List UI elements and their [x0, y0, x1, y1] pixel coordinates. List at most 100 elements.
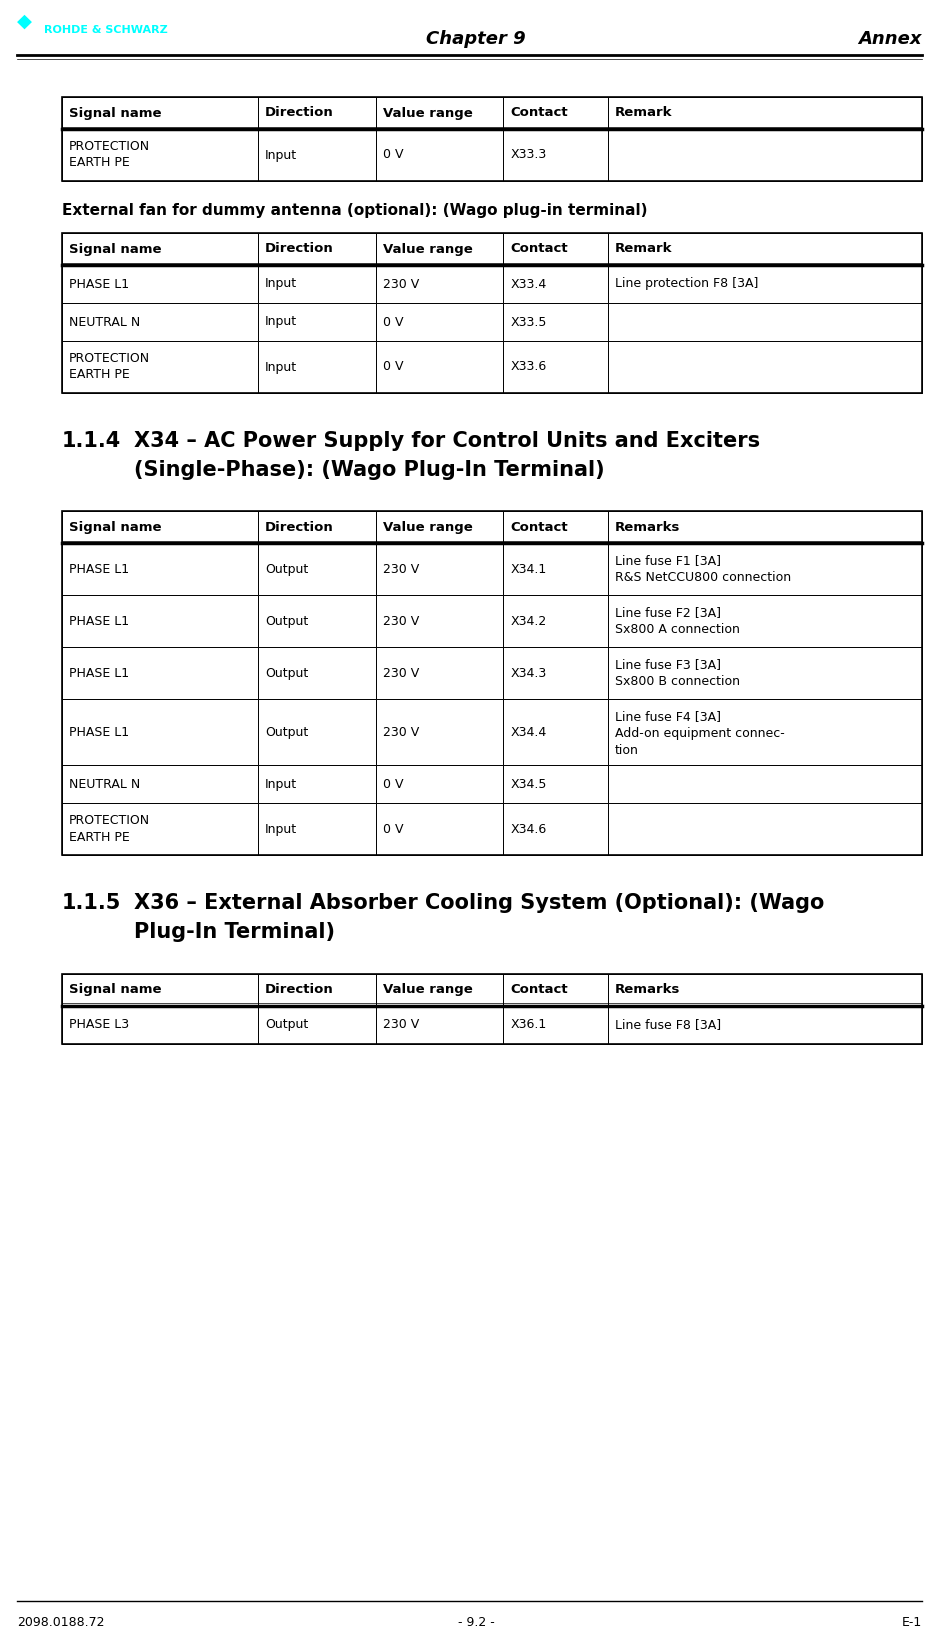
- Bar: [258, 699, 376, 766]
- Bar: [504, 266, 608, 303]
- Text: X36 – External Absorber Cooling System (Optional): (Wago: X36 – External Absorber Cooling System (…: [134, 893, 824, 914]
- Bar: [608, 595, 922, 647]
- Text: Sx800 B connection: Sx800 B connection: [615, 674, 740, 687]
- Bar: [62, 803, 258, 855]
- Text: Remarks: Remarks: [615, 521, 681, 534]
- Text: Direction: Direction: [265, 243, 334, 256]
- Text: X36.1: X36.1: [510, 1018, 546, 1031]
- Bar: [62, 233, 258, 266]
- Text: 1.1.4: 1.1.4: [62, 432, 121, 451]
- Text: 230 V: 230 V: [383, 614, 419, 627]
- Text: 1.1.5: 1.1.5: [62, 893, 121, 914]
- Bar: [62, 595, 258, 647]
- Bar: [62, 766, 258, 803]
- Text: Annex: Annex: [859, 29, 922, 47]
- Bar: [258, 974, 376, 1005]
- Text: EARTH PE: EARTH PE: [69, 368, 129, 381]
- Bar: [62, 340, 258, 393]
- Text: EARTH PE: EARTH PE: [69, 156, 129, 169]
- Text: Line protection F8 [3A]: Line protection F8 [3A]: [615, 277, 759, 290]
- Bar: [376, 595, 504, 647]
- Text: E-1: E-1: [902, 1616, 922, 1629]
- Bar: [376, 647, 504, 699]
- Text: tion: tion: [615, 743, 639, 756]
- Bar: [376, 129, 504, 181]
- Text: NEUTRAL N: NEUTRAL N: [69, 777, 140, 790]
- Text: X34.1: X34.1: [510, 564, 546, 575]
- Bar: [376, 266, 504, 303]
- Text: Input: Input: [265, 148, 297, 161]
- Bar: [376, 233, 504, 266]
- Bar: [608, 1005, 922, 1044]
- Bar: [258, 544, 376, 595]
- Text: 230 V: 230 V: [383, 666, 419, 679]
- Text: PHASE L1: PHASE L1: [69, 666, 129, 679]
- Text: Contact: Contact: [510, 243, 567, 256]
- Bar: [504, 303, 608, 340]
- Bar: [608, 647, 922, 699]
- Bar: [62, 98, 258, 129]
- Bar: [62, 233, 922, 393]
- Text: Line fuse F2 [3A]: Line fuse F2 [3A]: [615, 606, 721, 619]
- Bar: [504, 233, 608, 266]
- Text: Input: Input: [265, 316, 297, 329]
- Bar: [62, 512, 922, 855]
- Bar: [608, 129, 922, 181]
- Bar: [376, 1005, 504, 1044]
- Text: 230 V: 230 V: [383, 727, 419, 740]
- Bar: [504, 699, 608, 766]
- Bar: [608, 699, 922, 766]
- Text: 230 V: 230 V: [383, 1018, 419, 1031]
- Text: Input: Input: [265, 823, 297, 836]
- Bar: [504, 974, 608, 1005]
- Bar: [608, 233, 922, 266]
- Text: R&S NetCCU800 connection: R&S NetCCU800 connection: [615, 570, 791, 583]
- Bar: [608, 512, 922, 544]
- Bar: [258, 340, 376, 393]
- Text: Value range: Value range: [383, 106, 472, 119]
- Text: PHASE L1: PHASE L1: [69, 614, 129, 627]
- Bar: [62, 974, 258, 1005]
- Text: Value range: Value range: [383, 521, 472, 534]
- Text: Output: Output: [265, 614, 308, 627]
- Bar: [258, 266, 376, 303]
- Bar: [504, 340, 608, 393]
- Text: Remark: Remark: [615, 243, 673, 256]
- Bar: [376, 699, 504, 766]
- Text: Line fuse F8 [3A]: Line fuse F8 [3A]: [615, 1018, 722, 1031]
- Bar: [504, 129, 608, 181]
- Bar: [62, 974, 922, 1044]
- Bar: [608, 803, 922, 855]
- Bar: [376, 340, 504, 393]
- Bar: [62, 303, 258, 340]
- Bar: [62, 98, 922, 181]
- Bar: [376, 974, 504, 1005]
- Text: EARTH PE: EARTH PE: [69, 831, 129, 844]
- Text: X33.4: X33.4: [510, 277, 546, 290]
- Text: 0 V: 0 V: [383, 777, 404, 790]
- Bar: [608, 544, 922, 595]
- Text: Line fuse F1 [3A]: Line fuse F1 [3A]: [615, 554, 721, 567]
- Bar: [62, 266, 258, 303]
- Text: 0 V: 0 V: [383, 360, 404, 373]
- Bar: [62, 699, 258, 766]
- Bar: [376, 512, 504, 544]
- Text: Value range: Value range: [383, 243, 472, 256]
- Text: PROTECTION: PROTECTION: [69, 352, 150, 365]
- Text: ROHDE & SCHWARZ: ROHDE & SCHWARZ: [44, 24, 168, 34]
- Text: X34.3: X34.3: [510, 666, 546, 679]
- Text: Add-on equipment connec-: Add-on equipment connec-: [615, 727, 784, 740]
- Bar: [258, 98, 376, 129]
- Text: Contact: Contact: [510, 106, 567, 119]
- Text: Output: Output: [265, 666, 308, 679]
- Bar: [258, 303, 376, 340]
- Text: PHASE L1: PHASE L1: [69, 564, 129, 575]
- Text: 230 V: 230 V: [383, 277, 419, 290]
- Text: X33.6: X33.6: [510, 360, 546, 373]
- Text: 0 V: 0 V: [383, 823, 404, 836]
- Text: X33.5: X33.5: [510, 316, 546, 329]
- Text: Input: Input: [265, 360, 297, 373]
- Text: X34.5: X34.5: [510, 777, 546, 790]
- Text: Output: Output: [265, 564, 308, 575]
- Text: (Single-Phase): (Wago Plug-In Terminal): (Single-Phase): (Wago Plug-In Terminal): [134, 459, 605, 481]
